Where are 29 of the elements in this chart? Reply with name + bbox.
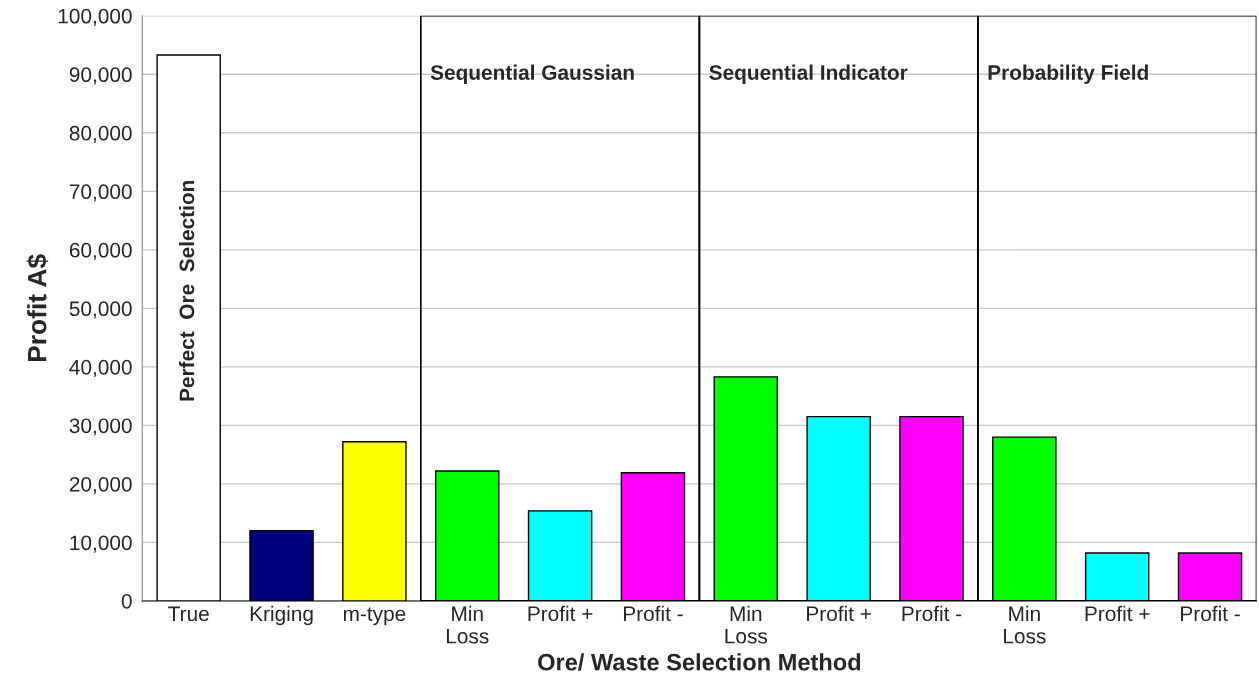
annotation: Sequential Indicator xyxy=(709,64,908,84)
x-tick-label: Profit - xyxy=(1181,605,1240,622)
y-tick-label: 20,000 xyxy=(69,476,132,495)
x-tick-label: Min Loss xyxy=(446,605,489,644)
x-tick-label: Profit + xyxy=(807,605,871,622)
annotation: Probability Field xyxy=(988,64,1148,84)
y-tick-label: 50,000 xyxy=(69,301,132,319)
x-tick-label: m-type xyxy=(343,607,406,626)
x-tick-label: Min Loss xyxy=(725,605,768,644)
x-tick-label: Profit - xyxy=(902,605,962,622)
y-tick-label: 10,000 xyxy=(70,535,132,553)
y-tick-label: 60,000 xyxy=(69,242,132,261)
y-tick-label: 40,000 xyxy=(69,359,132,378)
y-tick-label: 0 xyxy=(121,593,132,609)
x-tick-label: Kriging xyxy=(250,605,313,626)
y-tick-label: 30,000 xyxy=(69,418,132,436)
annotation: Sequential Gaussian xyxy=(430,64,634,84)
x-tick-label: Profit + xyxy=(528,605,593,622)
x-tick-label: True xyxy=(168,606,209,622)
y-tick-label: 100,000 xyxy=(58,8,132,26)
y-tick-label: 80,000 xyxy=(69,125,132,144)
y-axis-title: Profit A$ xyxy=(26,254,49,362)
x-axis-title: Ore/ Waste Selection Method xyxy=(538,653,861,671)
annotation: Perfect Ore Selection xyxy=(178,180,195,401)
x-tick-label: Min Loss xyxy=(1004,605,1046,644)
y-tick-label: 70,000 xyxy=(69,184,132,202)
x-tick-label: Profit - xyxy=(623,605,683,622)
y-tick-label: 90,000 xyxy=(69,67,132,85)
x-tick-label: Profit + xyxy=(1085,605,1150,622)
